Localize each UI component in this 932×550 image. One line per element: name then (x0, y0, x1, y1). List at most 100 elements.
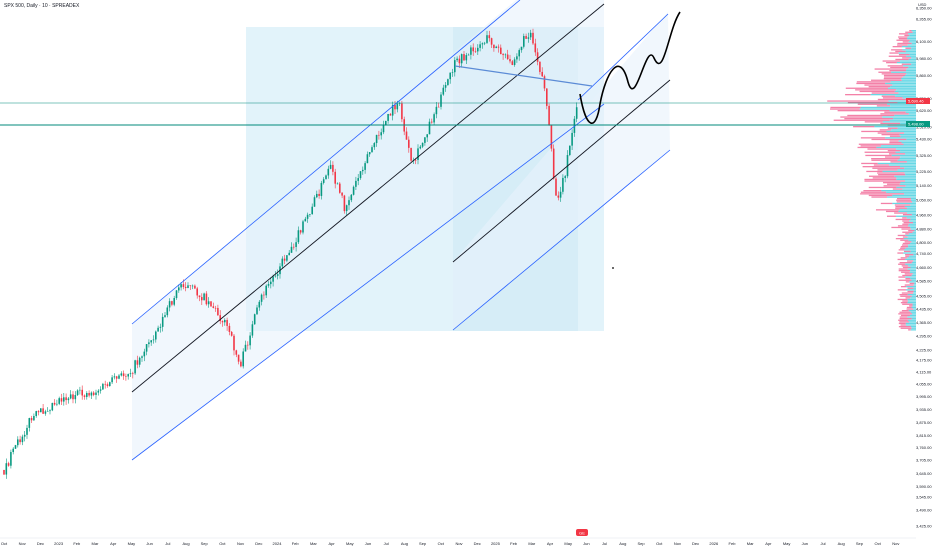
profile-bar (890, 105, 916, 107)
profile-bar (877, 169, 898, 171)
profile-bar (877, 132, 905, 134)
profile-bar (881, 134, 900, 136)
candle-body (251, 324, 254, 336)
profile-bar (911, 63, 916, 65)
profile-bar (900, 60, 916, 62)
price-tick-label: 5,225.00 (916, 169, 932, 174)
profile-bar (885, 82, 916, 85)
profile-bar (847, 114, 895, 117)
candle-body (175, 290, 178, 299)
profile-bar (900, 78, 916, 80)
time-tick-label: Feb (292, 541, 300, 546)
profile-bar (906, 55, 916, 57)
profile-bar (897, 198, 911, 200)
profile-bar (871, 92, 899, 94)
profile-bar (905, 254, 914, 256)
time-tick-label: May (128, 541, 136, 546)
profile-bar (912, 303, 916, 305)
profile-bar (901, 244, 909, 246)
profile-bar (913, 290, 916, 293)
time-tick-label: Apr (328, 541, 335, 546)
candle-body (56, 403, 58, 405)
candle-body (394, 105, 396, 110)
candle-body (569, 145, 571, 156)
profile-bar (895, 50, 906, 53)
profile-bar (910, 297, 916, 299)
profile-bar (879, 129, 892, 131)
profile-bar (903, 238, 916, 240)
time-tick-label: Sep (201, 541, 209, 546)
profile-bar (845, 87, 889, 89)
candle-body (109, 382, 111, 387)
profile-bar (900, 314, 910, 317)
candle-body (79, 389, 81, 391)
candle-body (12, 448, 14, 453)
candle-body (516, 56, 518, 60)
candle-body (550, 125, 553, 149)
price-tick-label: 3,815.00 (916, 433, 932, 438)
profile-bar (905, 281, 910, 283)
profile-bar (861, 130, 887, 133)
candle-body (191, 285, 194, 287)
profile-bar (887, 183, 900, 185)
profile-bar (895, 58, 909, 61)
candle-body (293, 246, 295, 248)
profile-bar (868, 175, 895, 177)
time-tick-label: Jul (820, 541, 825, 546)
profile-bar (902, 214, 912, 216)
profile-bar (864, 84, 893, 86)
profile-bar (907, 212, 916, 214)
profile-bar (897, 169, 916, 171)
candle-body (286, 255, 288, 261)
candle-body (226, 319, 228, 326)
profile-bar (905, 255, 910, 257)
profile-bar (889, 164, 916, 166)
candle-body (348, 200, 350, 206)
profile-bar (912, 273, 916, 275)
candle-body (523, 36, 525, 47)
profile-bar (910, 228, 916, 230)
candle-body (155, 331, 157, 340)
candle-body (235, 350, 238, 355)
candle-body (81, 389, 83, 396)
candle-body (467, 54, 470, 56)
profile-bar (909, 305, 913, 307)
candle-body (115, 376, 118, 379)
profile-bar (899, 294, 908, 296)
profile-bar (900, 182, 916, 184)
candle-body (470, 47, 472, 55)
time-tick-label: Oct (438, 541, 445, 546)
profile-bar (870, 94, 916, 96)
profile-bar (904, 193, 916, 195)
candle-body (224, 319, 226, 323)
profile-bar (853, 126, 875, 128)
profile-bar (911, 30, 916, 32)
candle-body (343, 195, 346, 212)
candle-body (42, 408, 44, 414)
profile-bar (908, 239, 916, 241)
profile-bar (909, 220, 916, 222)
profile-bar (902, 76, 916, 78)
profile-bar (880, 122, 901, 125)
candle-body (28, 418, 31, 428)
candle-body (421, 142, 424, 147)
candle-body (449, 72, 451, 80)
candle-body (159, 326, 162, 328)
profile-bar (909, 34, 916, 37)
candle-body (541, 71, 543, 77)
profile-bar (898, 92, 916, 94)
time-tick-label: Mar (310, 541, 318, 546)
candle-body (414, 159, 417, 161)
profile-bar (906, 70, 916, 72)
price-tick-label: 5,980.00 (916, 56, 932, 61)
candle-body (396, 103, 399, 110)
profile-bar (896, 215, 916, 217)
profile-bar (900, 247, 906, 249)
candle-body (387, 113, 389, 121)
price-tick-label: 3,760.00 (916, 445, 932, 450)
candle-body (161, 316, 164, 327)
profile-bar (872, 167, 905, 169)
profile-bar (857, 103, 888, 105)
